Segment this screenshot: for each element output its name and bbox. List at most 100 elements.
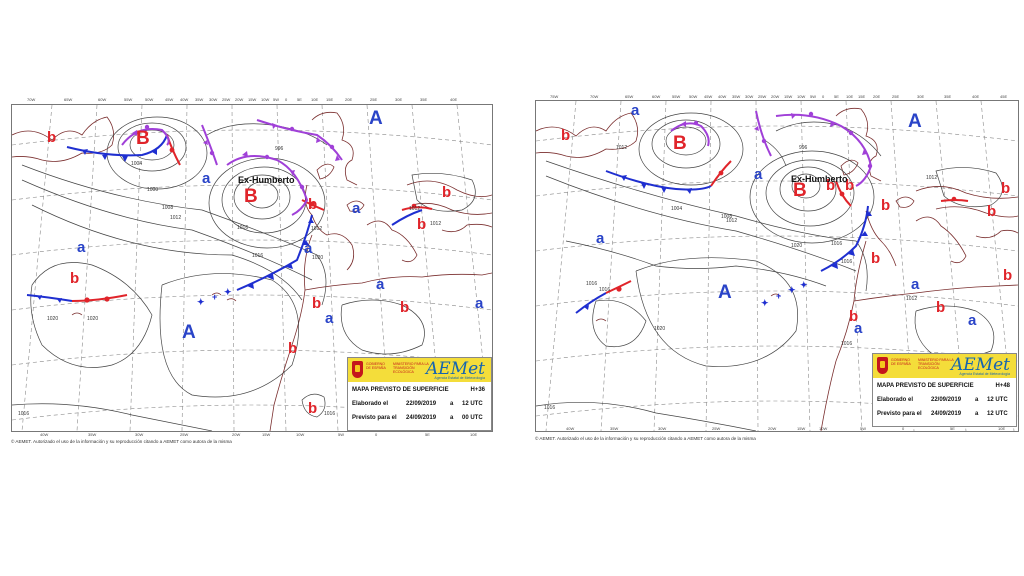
isobar-value: 1016 [324,411,336,417]
tick-label: 45W [704,94,713,99]
elaborated-date: 22/09/2019 [931,397,962,403]
isobar-value: 1020 [791,243,803,249]
isobar-value: 1020 [312,255,324,261]
low-pressure-label: b [400,299,410,316]
tick-label: 5W [860,426,866,431]
isobar-value: 1016 [599,287,611,293]
isobar-value: 1012 [430,221,442,227]
high-pressure-label: a [911,276,920,293]
tick-label: 10W [819,426,828,431]
warm-fronts [605,160,969,294]
tick-label: 25W [758,94,767,99]
tick-label: 25E [370,97,378,102]
isobar-value: 996 [275,146,284,152]
tick-label: 40W [566,426,575,431]
storm-name-label: Ex-Humberto [238,175,295,185]
forecast-lead: H+48 [995,383,1010,389]
tick-label: 0 [285,97,288,102]
isobar-value: 1000 [147,187,159,193]
low-pressure-label: b [826,177,836,194]
isobar-value: 1012 [170,215,182,221]
map-title: MAPA PREVISTO DE SUPERFICIE [352,387,449,393]
isobar-value: 1016 [586,281,598,287]
low-pressure-label: b [871,250,881,267]
coastlines [12,111,492,431]
isobar-value: 1004 [671,206,683,212]
isobar-value: 1012 [616,145,628,151]
tick-label: 70W [590,94,599,99]
tick-label: 15W [797,426,806,431]
valid-date: 24/09/2019 [931,411,962,417]
isobar-value: 1012 [311,226,323,232]
tick-label: 25E [892,94,900,99]
tick-label: 15W [262,432,271,437]
warm-front-bumps [84,147,417,303]
isobar-value: 1016 [237,225,249,231]
high-pressure-label: a [352,200,361,217]
tick-label: 15E [858,94,866,99]
tick-label: 35W [88,432,97,437]
isobar-value: 1008 [162,205,174,211]
spain-crest-icon [877,357,888,374]
tick-label: 35W [610,426,619,431]
tick-label: 5W [273,97,279,102]
tick-label: 55W [124,97,133,102]
tick-label: 60W [652,94,661,99]
tick-label: 30W [658,426,667,431]
low-pressure-label: b [288,340,298,357]
tick-label: 50W [689,94,698,99]
isobar-value: 1016 [544,405,556,411]
occluded-fronts [670,110,873,187]
low-pressure-label: b [442,184,452,201]
tick-label: 50W [145,97,154,102]
isobar-value: 1004 [131,161,143,167]
aemet-subtitle: Agencia Estatal de Meteorología [959,372,1010,376]
tick-label: 5E [950,426,955,431]
map-title: MAPA PREVISTO DE SUPERFICIE [877,383,974,389]
tick-label: 30E [917,94,925,99]
low-pressure-label: b [1003,267,1013,284]
coastlines [536,107,1018,431]
valid-label: Previsto para el [352,415,397,421]
tick-label: 10E [311,97,319,102]
map-canvas: ✦ + ✦ [12,105,492,431]
storm-name-label: Ex-Humberto [791,174,848,184]
tick-label: 30W [209,97,218,102]
aemet-logo: AEMet [951,355,1010,375]
valid-time: 12 UTC [987,411,1008,417]
svg-text:✦: ✦ [197,297,205,307]
surface-map-h36: ✦ + ✦ [11,97,493,444]
copyright-notice: © AEMET. Autorizado el uso de la informa… [11,439,232,444]
isobar-value: 1012 [926,175,938,181]
isobar-value: 1008 [721,214,733,220]
low-pressure-label: b [845,177,855,194]
tick-label: 15W [248,97,257,102]
tick-label: 65W [64,97,73,102]
tick-label: 10E [846,94,854,99]
valid-at: a [975,411,979,417]
isobars [536,112,1003,431]
elaborated-at: a [450,401,454,407]
tick-label: 45E [1000,94,1008,99]
high-pressure-label: a [77,239,86,256]
isobar-value: 1020 [47,316,59,322]
svg-text:✦: ✦ [788,285,796,295]
low-pressure-label: b [312,295,322,312]
tick-label: 40E [972,94,980,99]
elaborated-date: 22/09/2019 [406,401,437,407]
occluded-front-symbols [681,111,873,169]
ministry-logo: MINISTERIO PARA LA TRANSICIÓN ECOLÓGICA [393,362,429,374]
tick-label: 45W [165,97,174,102]
isobar-value: 1016 [252,253,264,259]
ministry-logo: MINISTERIO PARA LA TRANSICIÓN ECOLÓGICA [918,358,954,370]
tick-label: 35W [732,94,741,99]
tick-label: 20W [232,432,241,437]
logo-banner: GOBIERNO DE ESPAÑA MINISTERIO PARA LA TR… [348,358,491,382]
isobar-value: 1016 [831,241,843,247]
tick-label: 30W [745,94,754,99]
tick-label: 5E [297,97,302,102]
valid-time: 00 UTC [462,415,483,421]
forecast-lead: H+36 [470,387,485,393]
frontogenesis: ✦ + ✦ ✦ [761,280,808,308]
isobar-value: 1016 [841,259,853,265]
